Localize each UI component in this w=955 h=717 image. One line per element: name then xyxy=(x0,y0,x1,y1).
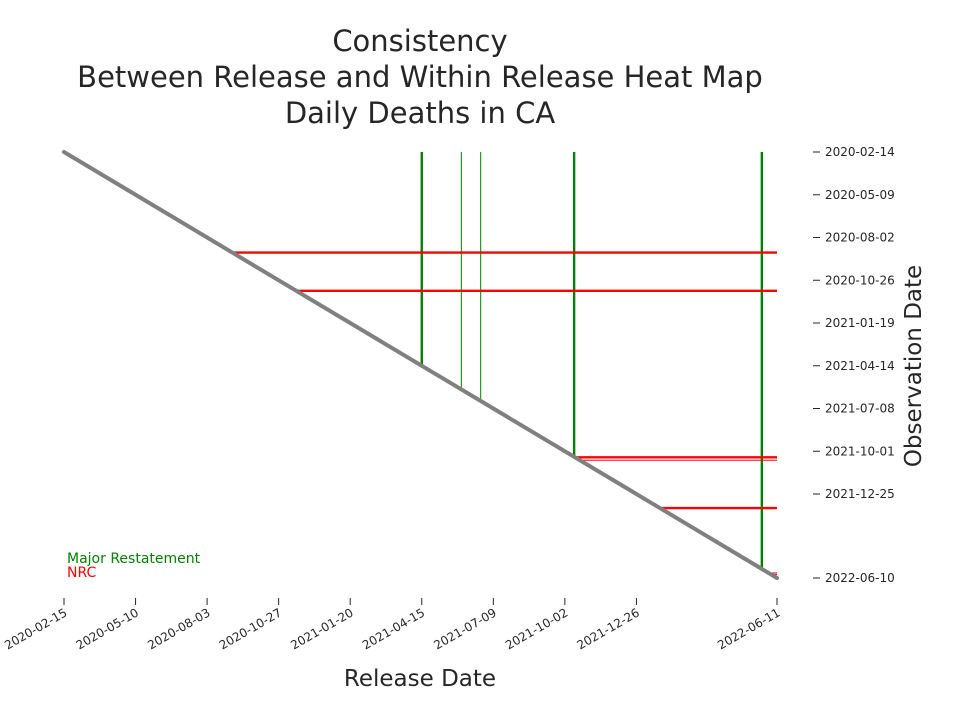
nrc-lines xyxy=(232,251,777,575)
y-tick-label-2: 2020-08-02 xyxy=(825,231,895,245)
y-tick-label-3: 2020-10-26 xyxy=(825,273,895,287)
y-tick-label-8: 2021-12-25 xyxy=(825,487,895,501)
chart-title-line-2: Between Release and Within Release Heat … xyxy=(77,60,763,94)
x-axis-label: Release Date xyxy=(344,666,496,692)
y-tick-label-6: 2021-07-08 xyxy=(825,402,895,416)
y-tick-label-4: 2021-01-19 xyxy=(825,316,895,330)
major-restatement-lines xyxy=(420,152,764,569)
y-axis-ticks: 2020-02-14 2020-05-09 2020-08-02 2020-10-26… xyxy=(813,145,895,585)
y-tick-label-1: 2020-05-09 xyxy=(825,188,895,202)
y-tick-label-7: 2021-10-01 xyxy=(825,444,895,458)
chart-title-line-3: Daily Deaths in CA xyxy=(285,96,556,130)
legend-nrc: NRC xyxy=(67,565,97,581)
y-tick-label-0: 2020-02-14 xyxy=(825,145,895,159)
y-tick-label-9: 2022-06-10 xyxy=(825,571,895,585)
y-axis-label: Observation Date xyxy=(901,265,927,467)
diagonal-group xyxy=(62,150,779,580)
legend-major-restatement: Major Restatement xyxy=(67,551,201,567)
chart-title-line-1: Consistency xyxy=(332,24,507,58)
diagonal-line xyxy=(62,150,779,580)
y-tick-label-5: 2021-04-14 xyxy=(825,359,895,373)
